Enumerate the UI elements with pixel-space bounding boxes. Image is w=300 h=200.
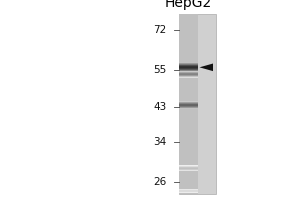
Bar <box>178 71 198 72</box>
Bar <box>178 66 198 67</box>
Bar <box>178 106 198 107</box>
Bar <box>178 72 198 73</box>
Bar <box>178 63 198 64</box>
Bar <box>178 101 198 102</box>
Bar <box>178 103 198 104</box>
Bar <box>178 14 198 194</box>
Bar <box>178 107 198 108</box>
Text: 72: 72 <box>153 25 167 35</box>
Polygon shape <box>200 64 213 71</box>
Text: 34: 34 <box>153 137 167 147</box>
Bar <box>178 14 216 194</box>
Bar <box>178 67 198 68</box>
Text: HepG2: HepG2 <box>165 0 212 10</box>
Text: 43: 43 <box>153 102 167 112</box>
Bar <box>178 105 198 106</box>
Text: 26: 26 <box>153 177 167 187</box>
Bar <box>178 102 198 103</box>
Text: 55: 55 <box>153 65 167 75</box>
Bar <box>178 70 198 71</box>
Bar <box>178 64 198 65</box>
Bar <box>178 62 198 63</box>
Bar <box>178 69 198 70</box>
Bar <box>178 68 198 69</box>
Bar <box>178 108 198 109</box>
Bar <box>178 65 198 66</box>
Bar <box>178 104 198 105</box>
